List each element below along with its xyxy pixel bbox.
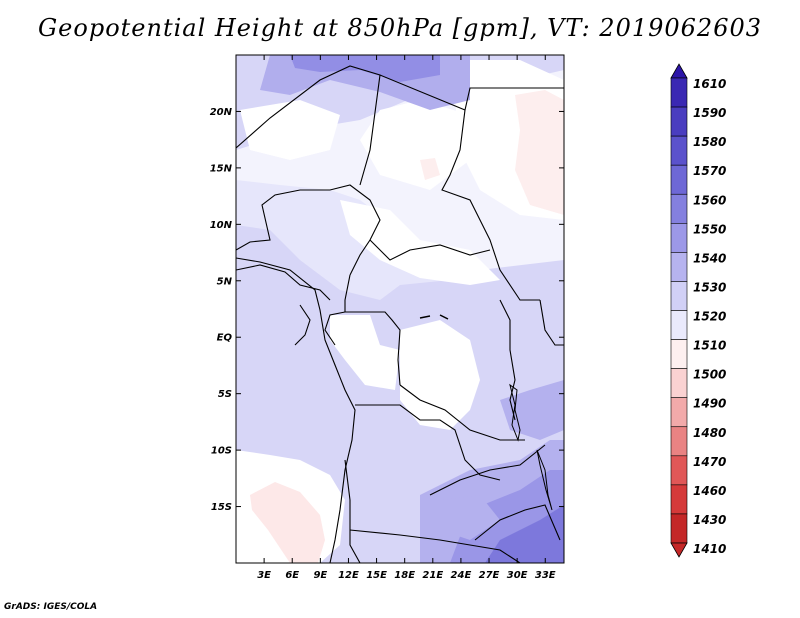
field-white-gabon <box>330 315 400 390</box>
lon-tick-label: 12E <box>338 570 359 581</box>
lon-tick-label: 3E <box>257 570 271 581</box>
lat-tick-label: 10N <box>210 220 233 231</box>
colorbar-label: 1560 <box>693 193 726 207</box>
colorbar-label: 1490 <box>693 397 726 411</box>
lon-tick-label: 15E <box>366 570 387 581</box>
field-pink-small <box>420 158 440 180</box>
colorbar-label: 1530 <box>693 280 726 294</box>
lat-tick-label: EQ <box>217 333 233 344</box>
lake-tanganyika <box>509 383 521 442</box>
map-title: Geopotential Height at 850hPa [gpm], VT:… <box>38 14 762 42</box>
lon-tick-label: 9E <box>313 570 327 581</box>
colorbar-segment <box>670 193 688 224</box>
field-white-sahel <box>360 100 470 190</box>
colorbar-segment <box>670 484 688 515</box>
field-white-congo <box>400 320 480 430</box>
colorbar-label: 1550 <box>693 222 726 236</box>
field-blue-se4 <box>440 495 500 540</box>
lon-tick-label: 6E <box>285 570 299 581</box>
colorbar-segment <box>670 164 688 195</box>
colorbar-label: 1480 <box>693 426 726 440</box>
colorbar-segment <box>670 223 688 253</box>
colorbar-label: 1410 <box>693 542 726 556</box>
colorbar-label: 1520 <box>693 310 726 324</box>
river-marks <box>419 314 449 320</box>
lat-tick-label: 15N <box>210 163 233 174</box>
colorbar: 1610 1590 1580 1570 1560 1550 1540 1530 1520 1510… <box>670 63 726 558</box>
colorbar-label: 1570 <box>693 164 726 178</box>
colorbar-label: 1540 <box>693 251 726 265</box>
lon-tick-label: 21E <box>422 570 443 581</box>
colorbar-segment <box>670 339 688 369</box>
map-frame <box>235 54 565 564</box>
field-pink-sw <box>250 482 325 563</box>
colorbar-top-arrow <box>670 63 688 79</box>
colorbar-label: 1500 <box>693 368 726 382</box>
grads-credit: GrADS: IGES/COLA <box>4 602 98 612</box>
lat-tick-label: 15S <box>211 502 232 513</box>
field-white-central <box>340 200 500 285</box>
colorbar-label: 1610 <box>693 77 726 91</box>
lat-axis: 20N 15N 10N 5N EQ 5S 10S 15S <box>210 107 564 513</box>
lon-axis: 3E 6E 9E 12E 15E 18E 21E 24E 27E 30E 33E <box>257 55 556 581</box>
lat-tick-label: 5S <box>218 389 232 400</box>
colorbar-segment <box>670 368 688 398</box>
country-borders <box>236 65 564 563</box>
lake-malawi <box>536 449 553 511</box>
colorbar-segment <box>670 77 688 108</box>
map-panel <box>236 55 564 563</box>
colorbar-segment <box>670 426 688 457</box>
colorbar-segment <box>670 106 688 137</box>
lat-tick-label: 10S <box>211 446 232 457</box>
colorbar-label: 1580 <box>693 135 726 149</box>
coastline <box>236 257 356 563</box>
colorbar-label: 1510 <box>693 339 726 353</box>
lon-tick-label: 27E <box>479 570 500 581</box>
colorbar-label: 1470 <box>693 455 726 469</box>
colorbar-label: 1460 <box>693 484 726 498</box>
colorbar-segment <box>670 252 688 282</box>
field-blue-se3 <box>485 505 564 563</box>
colorbar-segment <box>670 397 688 428</box>
lon-tick-label: 30E <box>507 570 528 581</box>
lon-tick-label: 33E <box>535 570 556 581</box>
field-pink-ne <box>515 90 564 215</box>
lon-tick-label: 24E <box>451 570 472 581</box>
field-white-nw <box>240 100 340 160</box>
colorbar-segment <box>670 281 688 311</box>
lat-tick-label: 20N <box>210 107 233 118</box>
colorbar-segment <box>670 513 688 544</box>
colorbar-segment <box>670 455 688 486</box>
colorbar-segment <box>670 310 688 340</box>
colorbar-segment <box>670 135 688 166</box>
colorbar-bottom-arrow <box>670 542 688 558</box>
lon-tick-label: 18E <box>394 570 415 581</box>
colorbar-label: 1430 <box>693 513 726 527</box>
colorbar-label: 1590 <box>693 106 726 120</box>
field-blue-n2 <box>290 55 440 82</box>
lat-tick-label: 5N <box>217 276 233 287</box>
